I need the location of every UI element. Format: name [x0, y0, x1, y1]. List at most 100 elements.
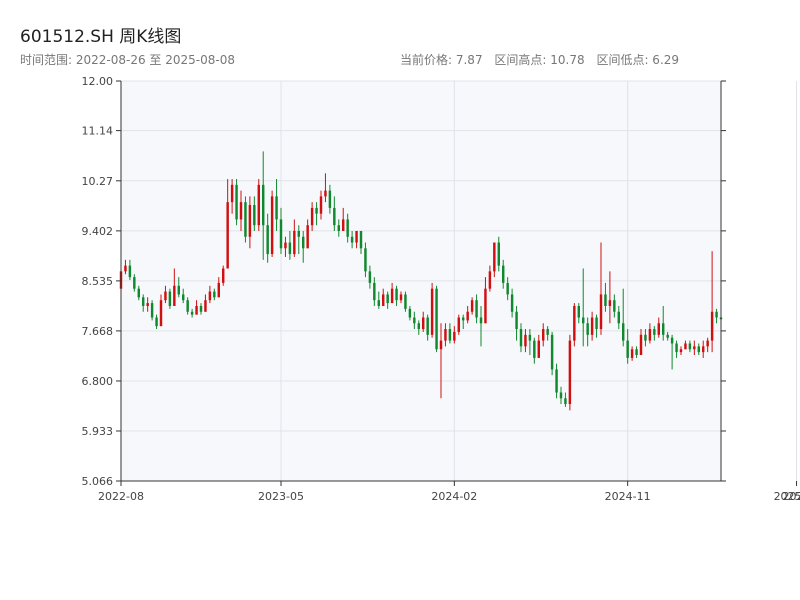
candle [595, 314, 598, 338]
candle [346, 213, 349, 243]
candle-body [537, 340, 540, 358]
candle [142, 294, 145, 312]
candle [395, 285, 398, 306]
candle-body [426, 317, 429, 335]
candle-body [355, 230, 358, 243]
candle-body [133, 277, 136, 289]
candle [195, 300, 198, 315]
candle-body [577, 305, 580, 318]
candle-body [484, 288, 487, 324]
candle [439, 323, 443, 399]
candle-body [208, 291, 212, 301]
candle-body [137, 288, 140, 298]
candle [279, 207, 283, 255]
candle-body [586, 323, 589, 335]
candle-body [150, 303, 154, 318]
candle-body [675, 343, 678, 353]
candle [546, 326, 549, 341]
candle [244, 196, 247, 243]
candle [484, 277, 487, 324]
x-tick-label: 2022-08 [98, 490, 144, 503]
candle [284, 236, 287, 257]
candle [324, 173, 327, 203]
y-tick-label: 10.27 [82, 175, 114, 188]
candle [146, 297, 149, 312]
candle-body [270, 196, 274, 255]
candle-body [337, 225, 340, 231]
candle-body [613, 300, 616, 312]
y-tick-label: 7.668 [82, 325, 114, 338]
candle-body [439, 340, 443, 350]
candle-body [644, 334, 647, 341]
candle [453, 326, 456, 344]
candle-body [328, 190, 332, 208]
y-tick-label: 6.800 [82, 375, 114, 388]
candle [528, 329, 532, 356]
candle [199, 303, 203, 315]
candle [493, 242, 496, 278]
candle [368, 265, 372, 289]
candle-body [639, 334, 643, 356]
candle-body [386, 294, 389, 304]
y-tick-label: 12.00 [82, 75, 114, 88]
candle-body [279, 219, 283, 249]
candles-group [119, 151, 723, 411]
candle-body [715, 311, 718, 318]
candle-body [697, 346, 700, 353]
candle-body [306, 225, 309, 249]
candle [702, 340, 705, 358]
y-tick-label: 9.402 [82, 225, 114, 238]
candle [257, 179, 260, 231]
candle [608, 271, 612, 324]
candle [617, 305, 620, 330]
candle [613, 294, 616, 318]
candle [626, 329, 629, 364]
candle [177, 277, 180, 298]
candle [337, 219, 340, 237]
current-price-label: 当前价格: 7.87 [400, 53, 483, 67]
candle-body [417, 323, 420, 330]
candle-body [466, 311, 469, 321]
y-tick-label: 11.14 [82, 125, 114, 138]
candle [386, 291, 389, 309]
candle-body [390, 288, 394, 304]
candle-body [706, 340, 709, 347]
y-tick-label: 8.535 [82, 275, 114, 288]
candle-body [524, 334, 527, 347]
candle [666, 331, 669, 341]
candle [399, 291, 403, 304]
candle [506, 277, 509, 301]
candle [222, 265, 225, 286]
candle [457, 314, 460, 335]
chart-title: 601512.SH 周K线图 [20, 27, 182, 47]
candle-body [217, 282, 220, 298]
candle-body [688, 343, 692, 350]
candle [164, 285, 167, 304]
candle [542, 323, 545, 347]
candle-body [253, 205, 256, 226]
candle-body [377, 300, 380, 306]
candle [670, 334, 674, 370]
candle-body [710, 311, 714, 341]
candle [262, 151, 265, 260]
candle [413, 311, 416, 330]
candle [315, 202, 318, 226]
candle [390, 282, 394, 304]
candle-body [302, 236, 305, 249]
candle [204, 294, 207, 312]
candle-body [608, 300, 612, 306]
candle-body [506, 282, 509, 295]
candle-body [164, 291, 167, 301]
candle-body [262, 184, 265, 226]
candle [235, 179, 238, 226]
candle [217, 277, 220, 298]
candle-body [297, 230, 300, 237]
candle-body [244, 202, 247, 237]
candle [515, 305, 518, 341]
candle [297, 225, 300, 255]
candle-body [173, 285, 176, 306]
candle-body [315, 207, 318, 214]
candle-body [293, 230, 296, 255]
y-axis-ticks: 12.00 11.14 10.27 9.402 8.535 7.668 6.800 5.933… [82, 75, 726, 488]
candle [715, 308, 718, 324]
